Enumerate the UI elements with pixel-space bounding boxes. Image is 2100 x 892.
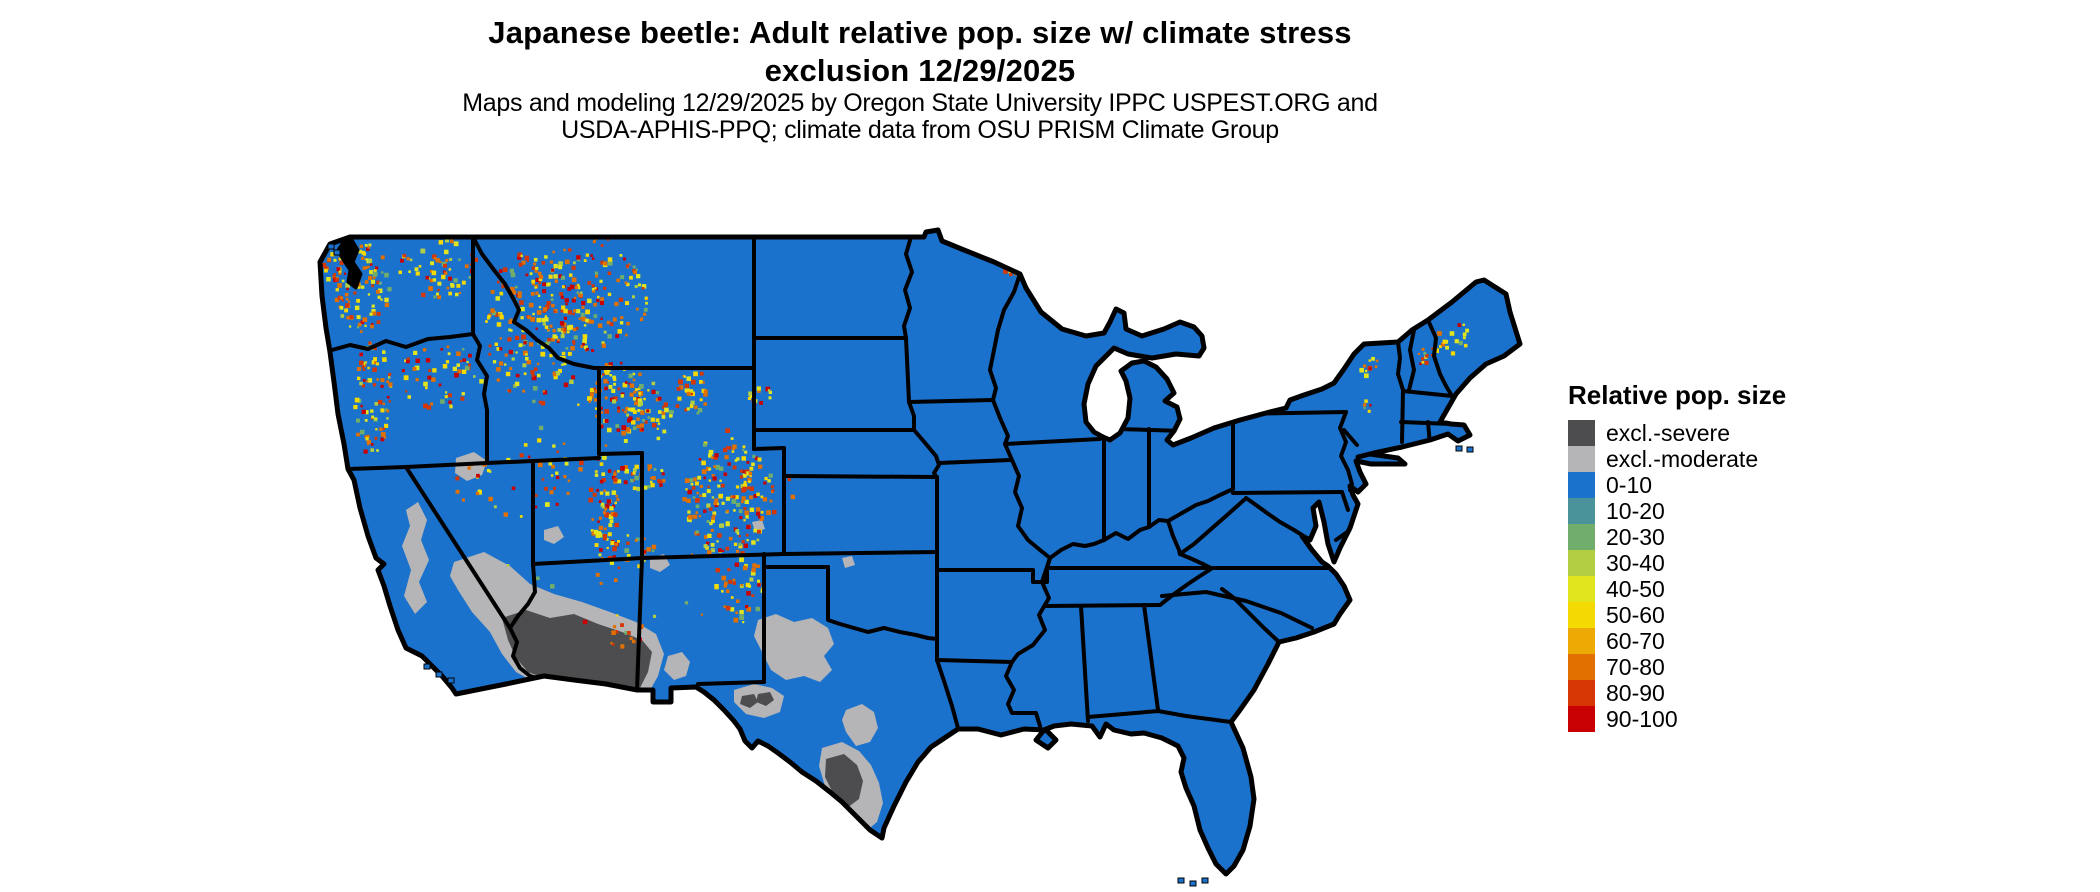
legend-swatch	[1568, 654, 1595, 680]
legend-label: 80-90	[1606, 679, 1665, 706]
exclusion-region-california-central-valley	[402, 502, 429, 614]
legend-label: 60-70	[1606, 627, 1665, 654]
legend-label: 0-10	[1606, 471, 1653, 498]
legend-item: 40-50	[1568, 576, 1786, 602]
legend-item: excl.-severe	[1568, 420, 1786, 446]
map-title: Japanese beetle: Adult relative pop. siz…	[320, 14, 1520, 90]
island-nantucket	[1455, 445, 1463, 452]
legend-swatch	[1568, 446, 1595, 472]
exclusion-region-davis-dark-1	[740, 694, 758, 708]
us-map-svg	[317, 227, 1523, 887]
legend-swatch	[1568, 524, 1595, 550]
legend-swatch	[1568, 498, 1595, 524]
legend-item: 70-80	[1568, 654, 1786, 680]
legend-swatch	[1568, 576, 1595, 602]
legend-item: 90-100	[1568, 706, 1786, 732]
legend-swatch	[1568, 472, 1595, 498]
legend-item: 50-60	[1568, 602, 1786, 628]
island-san-juan-2	[333, 249, 341, 256]
island-fl-key-2	[1189, 880, 1197, 887]
us-choropleth-map	[306, 226, 1546, 892]
title-line-2: exclusion 12/29/2025	[764, 53, 1076, 88]
legend-label: 30-40	[1606, 549, 1665, 576]
legend-label: excl.-severe	[1606, 419, 1730, 446]
exclusion-region-new-mexico-mid-patch	[664, 652, 690, 680]
island-channel-2	[435, 671, 443, 678]
subtitle-line-1: Maps and modeling 12/29/2025 by Oregon S…	[462, 89, 1378, 117]
legend-swatch	[1568, 602, 1595, 628]
map-subtitle: Maps and modeling 12/29/2025 by Oregon S…	[320, 90, 1520, 144]
legend-swatch	[1568, 628, 1595, 654]
island-channel-3	[447, 677, 455, 684]
legend: Relative pop. size excl.-severe excl.-mod…	[1568, 380, 1786, 732]
island-marthas	[1466, 446, 1474, 453]
exclusion-region-davis-dark-2	[756, 692, 774, 706]
exclusion-region-nevada-small	[544, 526, 564, 544]
conus-outline	[317, 227, 1523, 877]
legend-label: 10-20	[1606, 497, 1665, 524]
legend-item: 60-70	[1568, 628, 1786, 654]
legend-swatch	[1568, 550, 1595, 576]
legend-item: excl.-moderate	[1568, 446, 1786, 472]
island-channel-1	[423, 663, 431, 670]
legend-label: 20-30	[1606, 523, 1665, 550]
island-san-juan-1	[327, 243, 335, 250]
title-line-1: Japanese beetle: Adult relative pop. siz…	[488, 15, 1352, 50]
exclusion-region-south-texas-north-patch	[842, 704, 878, 746]
puget-sound	[336, 238, 363, 290]
legend-swatch	[1568, 680, 1595, 706]
legend-title: Relative pop. size	[1568, 380, 1787, 410]
legend-label: 40-50	[1606, 575, 1665, 602]
subtitle-line-2: USDA-APHIS-PPQ; climate data from OSU PR…	[561, 116, 1279, 144]
legend-item: 0-10	[1568, 472, 1786, 498]
exclusion-region-kansas-tiny	[842, 556, 855, 568]
legend-item: 20-30	[1568, 524, 1786, 550]
legend-swatch	[1568, 706, 1595, 732]
legend-swatch	[1568, 420, 1595, 446]
legend-label: 50-60	[1606, 601, 1665, 628]
legend-rows: excl.-severe excl.-moderate 0-10 10-20 20-30…	[1568, 420, 1786, 732]
island-fl-key-1	[1201, 877, 1209, 884]
legend-item: 80-90	[1568, 680, 1786, 706]
exclusion-region-northeast-california	[455, 452, 487, 481]
legend-label: excl.-moderate	[1606, 445, 1759, 472]
legend-item: 30-40	[1568, 550, 1786, 576]
legend-label: 90-100	[1606, 705, 1678, 732]
legend-item: 10-20	[1568, 498, 1786, 524]
state-borders	[330, 235, 1454, 730]
exclusion-region-west-texas-midland	[754, 614, 834, 682]
legend-label: 70-80	[1606, 653, 1665, 680]
island-fl-key-3	[1177, 877, 1185, 884]
